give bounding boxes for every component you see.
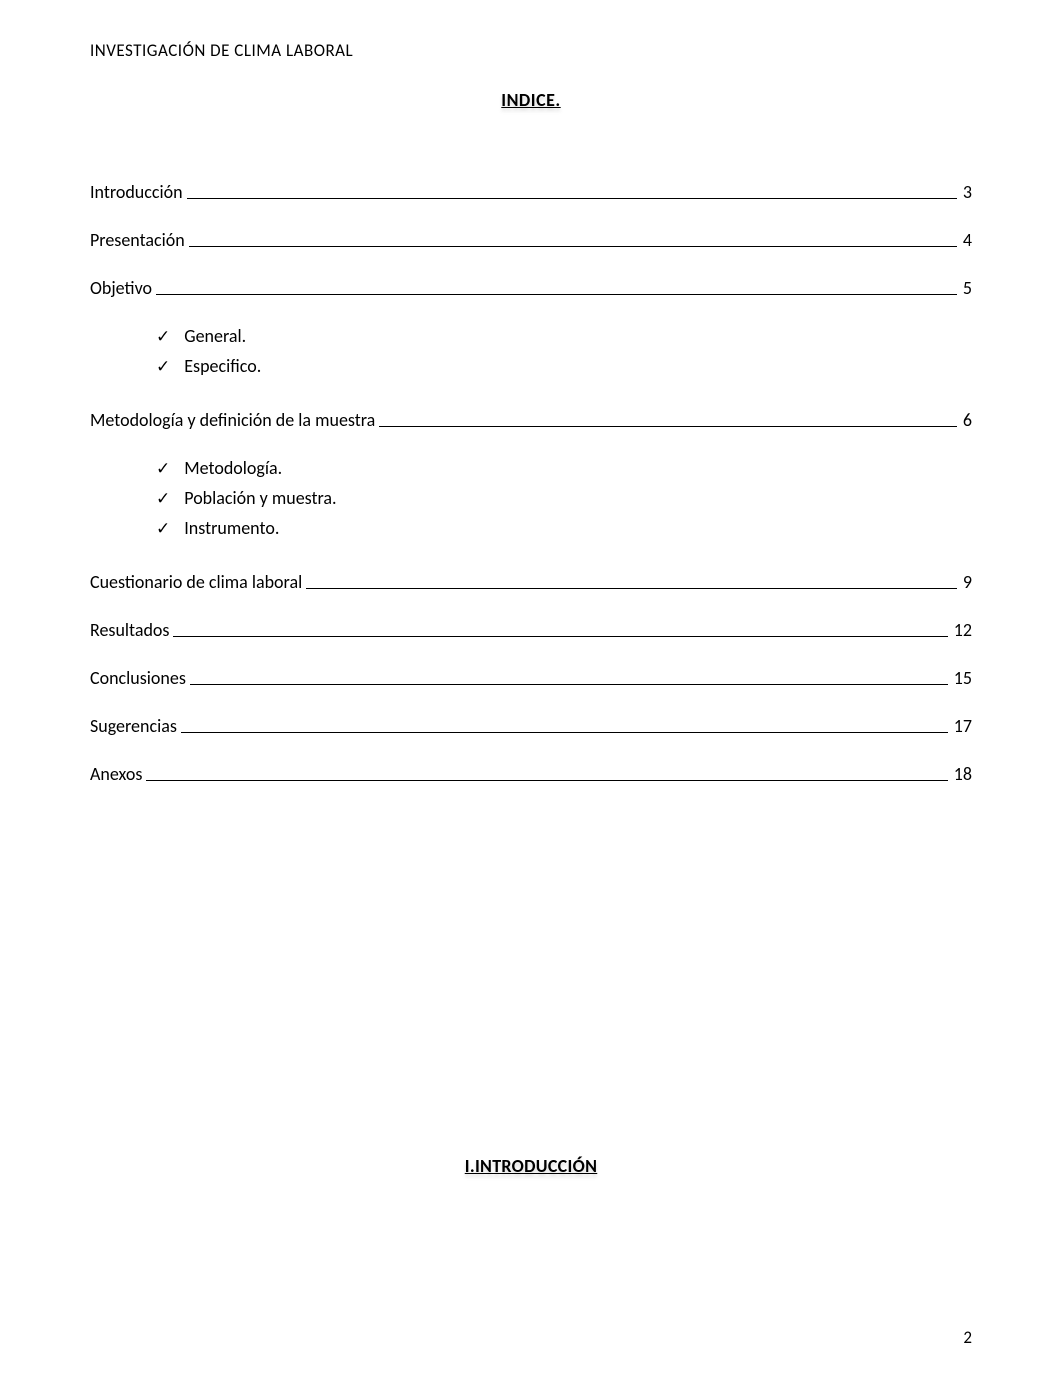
sublist-label-poblacion: Población y muestra.	[184, 487, 336, 509]
sublist-objetivo: ✓ General. ✓ Especifico.	[156, 325, 972, 377]
toc-presentacion: Presentación 4	[90, 229, 972, 251]
section-heading-introduccion: I.INTRODUCCIÓN	[90, 1155, 972, 1177]
sublist-item-general: ✓ General.	[156, 325, 972, 347]
toc-label-presentacion: Presentación	[90, 229, 185, 251]
toc-leader	[181, 732, 948, 733]
toc-leader	[189, 246, 957, 247]
sublist-item-metodologia: ✓ Metodología.	[156, 457, 972, 479]
toc-page-cuestionario: 9	[961, 571, 972, 593]
toc-leader	[190, 684, 948, 685]
toc-resultados: Resultados 12	[90, 619, 972, 641]
toc-anexos: Anexos 18	[90, 763, 972, 785]
toc-leader	[173, 636, 947, 637]
check-icon: ✓	[156, 356, 170, 377]
sublist-label-metodologia: Metodología.	[184, 457, 282, 479]
page-number: 2	[963, 1327, 972, 1348]
toc-objetivo: Objetivo 5	[90, 277, 972, 299]
toc-page-resultados: 12	[952, 619, 972, 641]
toc-page-anexos: 18	[952, 763, 972, 785]
toc-page-introduccion: 3	[961, 181, 972, 203]
toc-cuestionario: Cuestionario de clima laboral 9	[90, 571, 972, 593]
index-title: INDICE.	[90, 89, 972, 111]
sublist-metodologia: ✓ Metodología. ✓ Población y muestra. ✓ …	[156, 457, 972, 539]
sublist-item-instrumento: ✓ Instrumento.	[156, 517, 972, 539]
toc-leader	[187, 198, 957, 199]
toc-page-objetivo: 5	[961, 277, 972, 299]
toc-label-cuestionario: Cuestionario de clima laboral	[90, 571, 302, 593]
toc-sugerencias: Sugerencias 17	[90, 715, 972, 737]
toc-label-resultados: Resultados	[90, 619, 169, 641]
toc-leader	[306, 588, 957, 589]
toc-page-metodologia-def: 6	[961, 409, 972, 431]
sublist-item-poblacion: ✓ Población y muestra.	[156, 487, 972, 509]
toc-leader	[379, 426, 957, 427]
toc-leader	[156, 294, 957, 295]
toc-page-presentacion: 4	[961, 229, 972, 251]
sublist-label-especifico: Especifico.	[184, 355, 261, 377]
toc-conclusiones: Conclusiones 15	[90, 667, 972, 689]
check-icon: ✓	[156, 518, 170, 539]
toc-label-anexos: Anexos	[90, 763, 142, 785]
toc-metodologia-def: Metodología y definición de la muestra 6	[90, 409, 972, 431]
toc-label-introduccion: Introducción	[90, 181, 183, 203]
check-icon: ✓	[156, 488, 170, 509]
toc-introduccion: Introducción 3	[90, 181, 972, 203]
check-icon: ✓	[156, 326, 170, 347]
toc-page-sugerencias: 17	[952, 715, 972, 737]
sublist-item-especifico: ✓ Especifico.	[156, 355, 972, 377]
sublist-label-general: General.	[184, 325, 246, 347]
toc-label-conclusiones: Conclusiones	[90, 667, 186, 689]
toc-label-objetivo: Objetivo	[90, 277, 152, 299]
toc-label-sugerencias: Sugerencias	[90, 715, 177, 737]
toc-label-metodologia-def: Metodología y definición de la muestra	[90, 409, 375, 431]
document-header: INVESTIGACIÓN DE CLIMA LABORAL	[90, 40, 972, 61]
sublist-label-instrumento: Instrumento.	[184, 517, 279, 539]
check-icon: ✓	[156, 458, 170, 479]
toc-page-conclusiones: 15	[952, 667, 972, 689]
toc-leader	[146, 780, 947, 781]
